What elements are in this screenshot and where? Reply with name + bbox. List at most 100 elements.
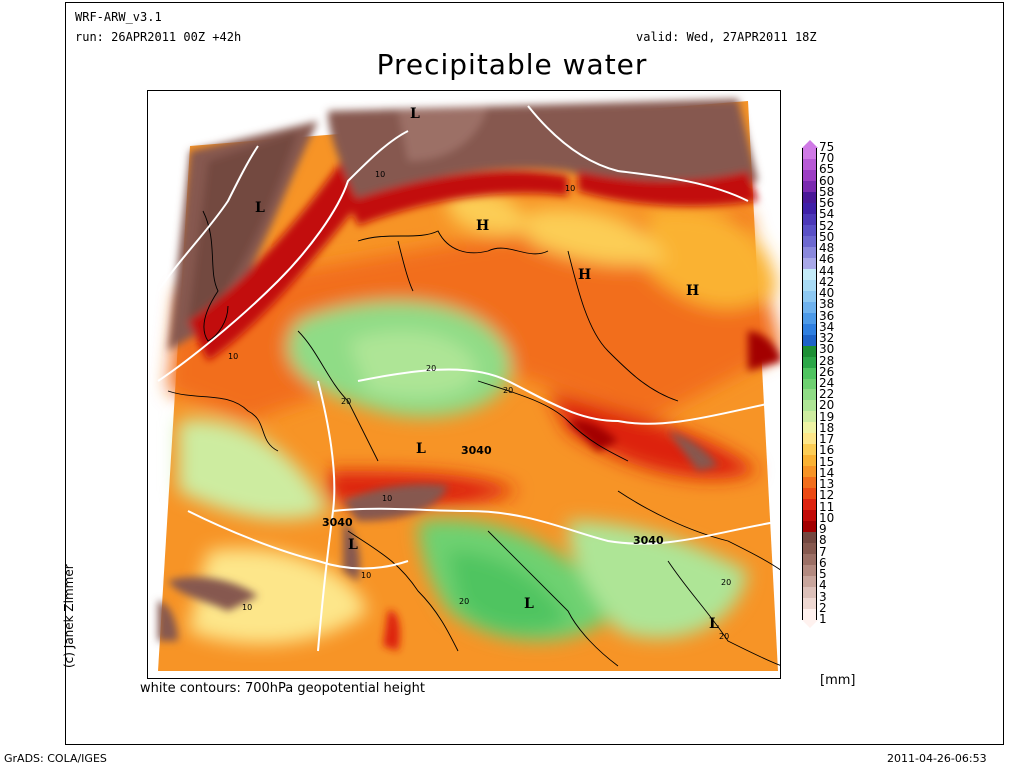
legend-tick-label: 18 <box>819 420 835 435</box>
legend-tick-label: 28 <box>819 353 835 368</box>
legend-tick-label: 52 <box>819 218 835 233</box>
legend-swatch <box>802 477 817 489</box>
legend-swatch <box>802 466 817 478</box>
low-center-label: L <box>348 537 358 553</box>
contour-label: 10 <box>361 571 371 580</box>
legend-tick-label: 13 <box>819 477 835 492</box>
run-info: run: 26APR2011 00Z +42h <box>75 30 242 44</box>
legend-swatch <box>802 433 817 445</box>
legend-swatch <box>802 213 817 225</box>
contour-label: 20 <box>721 578 731 587</box>
high-center-label: H <box>578 267 591 283</box>
legend-tick-label: 50 <box>819 229 835 244</box>
model-name: WRF-ARW_v3.1 <box>75 10 162 24</box>
legend-tick-label: 58 <box>819 184 835 199</box>
legend-tick-label: 54 <box>819 207 835 222</box>
legend-tick-label: 4 <box>819 578 827 593</box>
legend-tick-label: 3 <box>819 589 827 604</box>
legend-swatch <box>802 543 817 555</box>
legend-swatch <box>802 444 817 456</box>
contour-note: white contours: 700hPa geopotential heig… <box>140 681 425 696</box>
legend-tick-label: 15 <box>819 454 835 469</box>
legend-tick-label: 60 <box>819 173 835 188</box>
author-credit: (c) Janek Zimmer <box>62 564 76 668</box>
valid-time: valid: Wed, 27APR2011 18Z <box>636 30 817 44</box>
legend-tick-label: 48 <box>819 241 835 256</box>
legend-tick-label: 65 <box>819 162 835 177</box>
legend-swatch <box>802 257 817 269</box>
legend-swatch <box>802 202 817 214</box>
legend-tick-label: 36 <box>819 308 835 323</box>
legend-swatch <box>802 400 817 412</box>
map-canvas: L L H H H L L L L 10 10 10 10 10 10 20 2… <box>148 91 780 678</box>
legend-tick-label: 46 <box>819 252 835 267</box>
legend-tick-label: 44 <box>819 263 835 278</box>
legend-swatch <box>802 290 817 302</box>
legend-swatch <box>802 455 817 467</box>
legend-swatch <box>802 246 817 258</box>
legend-tick-label: 7 <box>819 544 827 559</box>
contour-label: 10 <box>228 352 238 361</box>
legend-tick-label: 10 <box>819 510 835 525</box>
legend-swatch <box>802 268 817 280</box>
legend-tick-label: 8 <box>819 533 827 548</box>
legend-tick-label: 70 <box>819 151 835 166</box>
contour-label: 10 <box>375 170 385 179</box>
legend-swatch <box>802 422 817 434</box>
legend-arrow-top <box>802 140 818 148</box>
legend-swatch <box>802 554 817 566</box>
legend-swatch <box>802 598 817 610</box>
legend-tick-label: 75 <box>819 140 835 154</box>
legend-swatch <box>802 345 817 357</box>
contour-value-labels: 10 10 10 10 10 10 20 20 20 20 20 20 3040… <box>228 170 731 641</box>
legend-swatch <box>802 158 817 170</box>
legend-tick-label: 16 <box>819 443 835 458</box>
legend-swatch <box>802 224 817 236</box>
legend-swatch <box>802 565 817 577</box>
plot-frame <box>65 2 1004 745</box>
contour-label: 3040 <box>461 444 492 457</box>
legend-tick-label: 6 <box>819 555 827 570</box>
legend-tick-label: 24 <box>819 376 835 390</box>
legend-tick-label: 1 <box>819 612 827 626</box>
legend-swatch <box>802 148 817 159</box>
legend-tick-label: 2 <box>819 600 827 615</box>
low-center-label: L <box>524 596 534 612</box>
legend-swatch <box>802 411 817 423</box>
legend-tick-label: 56 <box>819 196 835 211</box>
unit-label: [mm] <box>820 673 856 688</box>
legend-swatch <box>802 169 817 181</box>
high-center-label: H <box>686 283 699 299</box>
legend-swatch <box>802 510 817 522</box>
precipitable-water-map: L L H H H L L L L 10 10 10 10 10 10 20 2… <box>147 90 781 679</box>
legend-tick-label: 5 <box>819 567 827 582</box>
low-center-label: L <box>255 200 265 216</box>
legend-tick-label: 38 <box>819 297 835 312</box>
field-shading <box>158 99 780 671</box>
legend-swatch <box>802 235 817 247</box>
legend-tick-label: 9 <box>819 522 827 537</box>
contour-label: 10 <box>565 184 575 193</box>
legend-swatch <box>802 521 817 533</box>
legend-swatch <box>802 323 817 335</box>
contour-label: 10 <box>242 603 252 612</box>
contour-label: 20 <box>426 364 436 373</box>
coastlines <box>167 210 780 667</box>
legend-tick-label: 14 <box>819 465 835 480</box>
legend-swatch <box>802 180 817 192</box>
contour-label: 10 <box>382 494 392 503</box>
legend-swatch <box>802 301 817 313</box>
legend-swatch <box>802 576 817 588</box>
legend-tick-label: 11 <box>819 499 835 514</box>
legend-arrow-bottom <box>802 620 818 628</box>
high-center-label: H <box>476 218 489 234</box>
legend-swatch <box>802 312 817 324</box>
legend-swatch <box>802 499 817 511</box>
contour-label: 3040 <box>322 516 353 529</box>
contour-label: 3040 <box>633 534 664 547</box>
contour-label: 20 <box>341 397 351 406</box>
map-title: Precipitable water <box>376 48 648 81</box>
legend-swatch <box>802 609 817 621</box>
legend-tick-label: 19 <box>819 409 835 424</box>
legend-swatch <box>802 367 817 379</box>
